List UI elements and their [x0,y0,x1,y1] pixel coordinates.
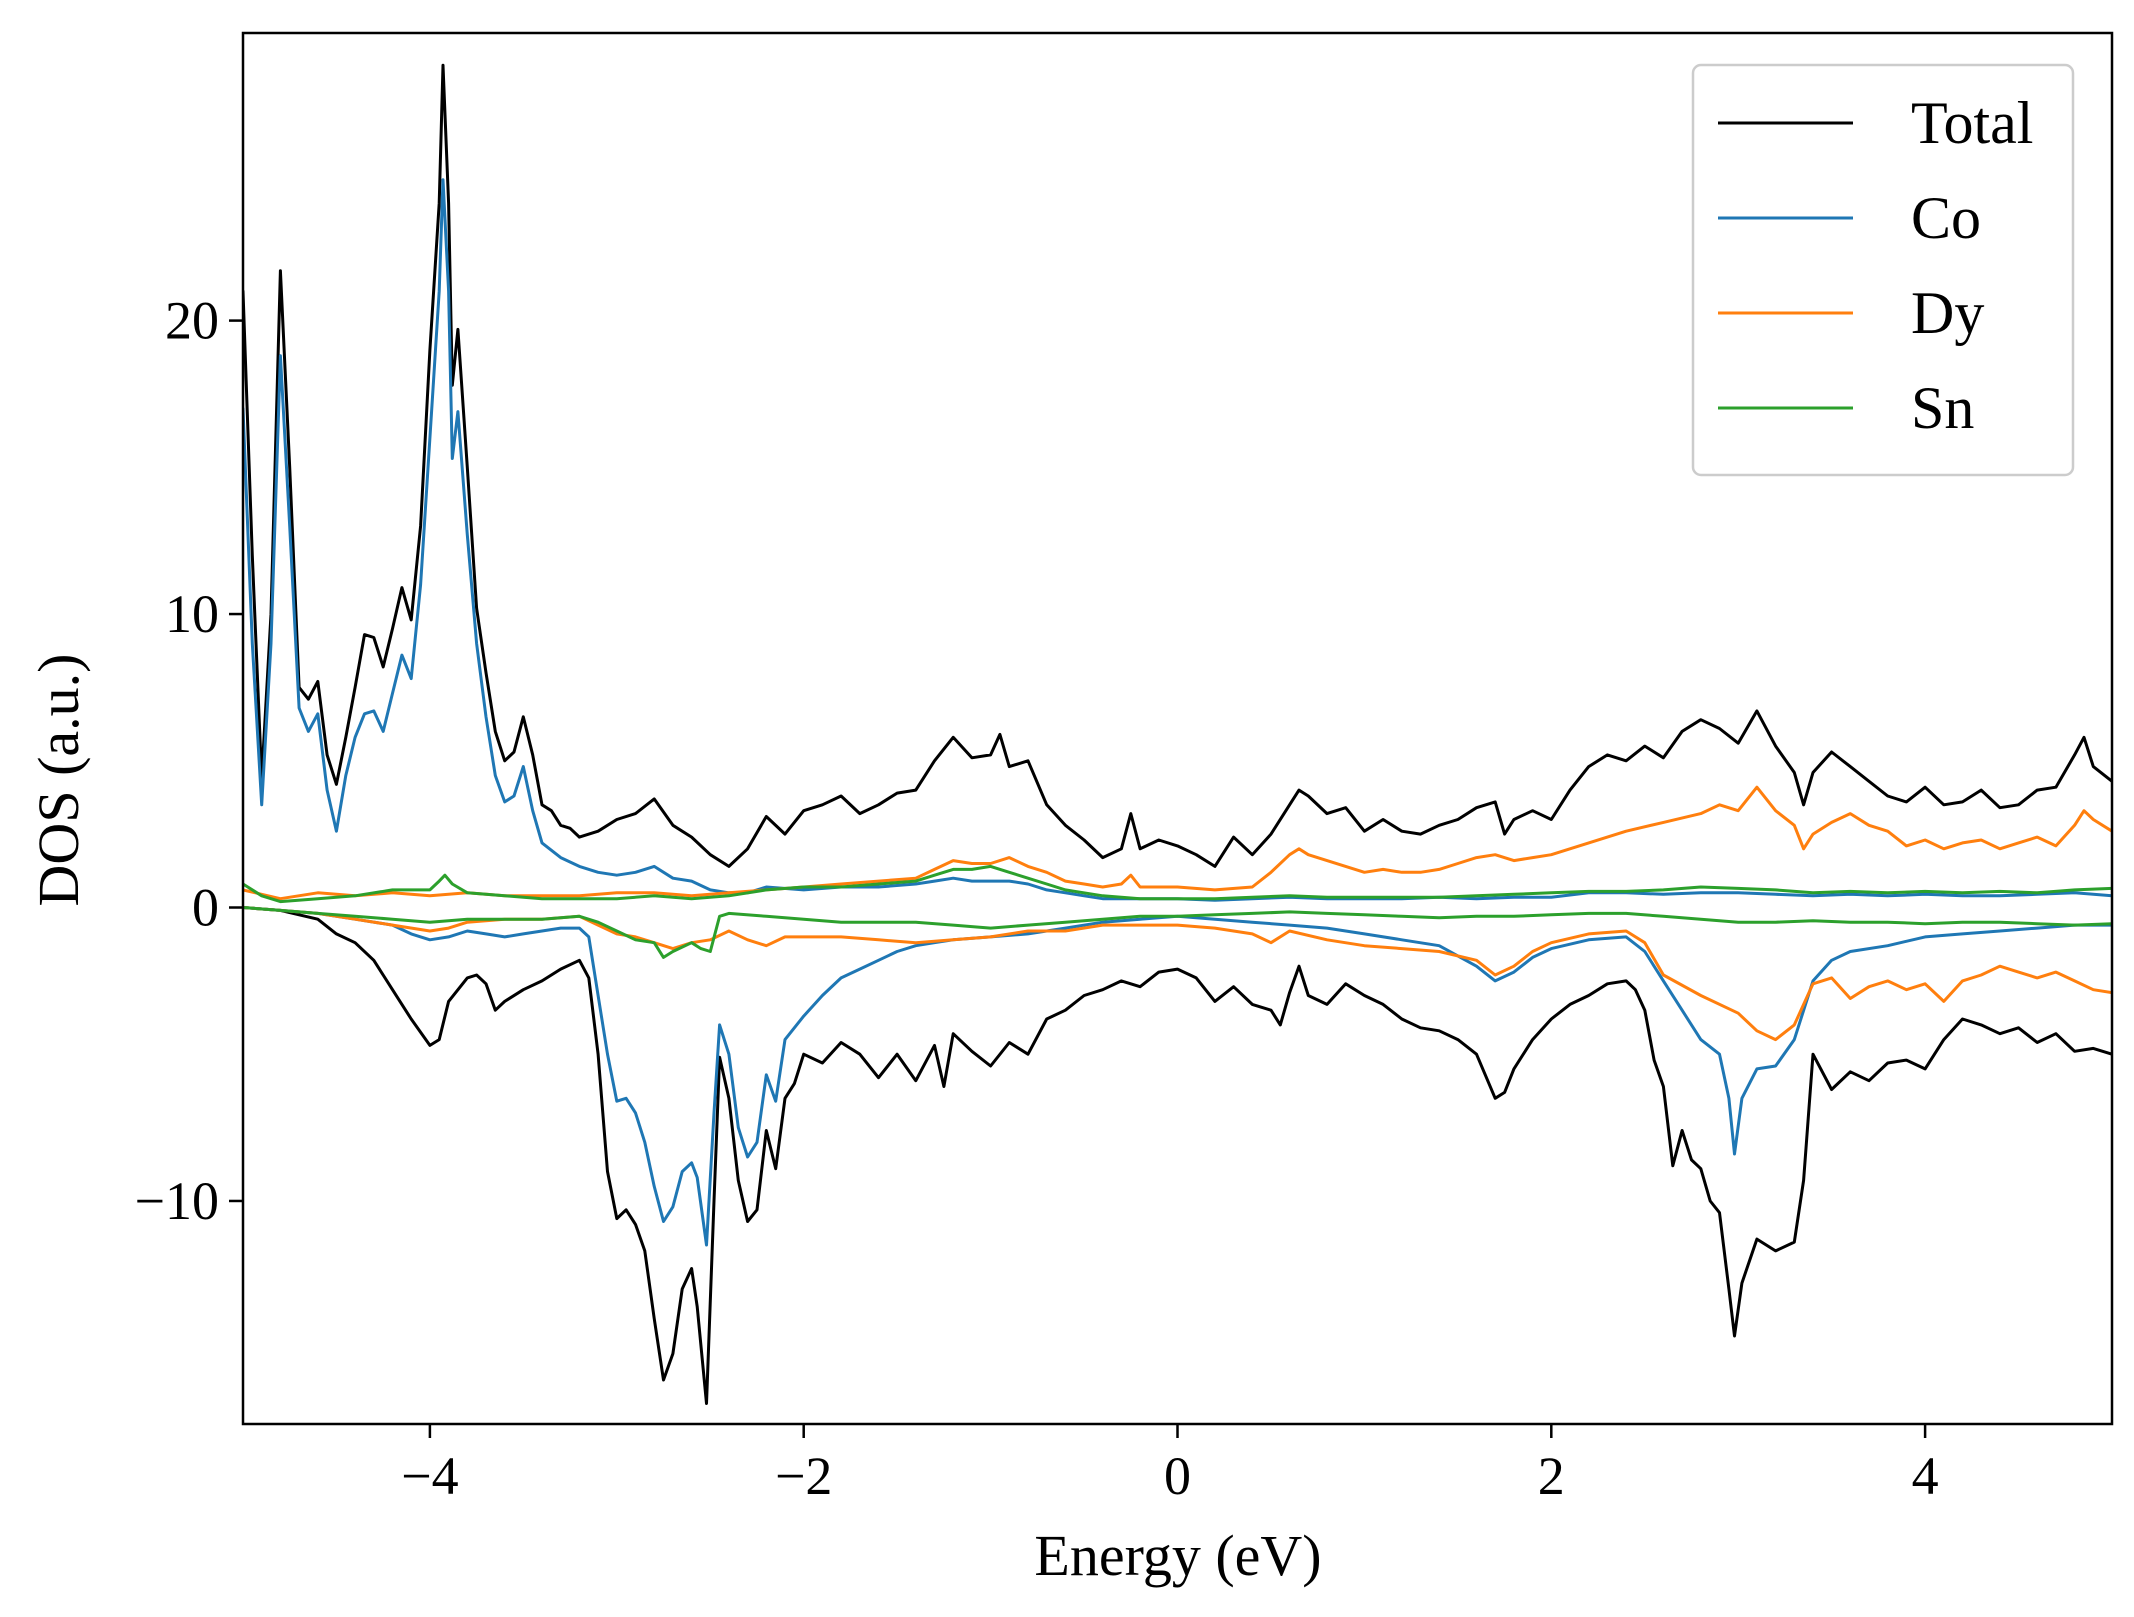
x-tick-label: 4 [1912,1446,1939,1506]
series-layer [243,63,2112,1405]
series-line-dy-up [243,785,2112,901]
legend-frame [1691,63,2075,477]
series-line-sn-up [243,864,2112,904]
y-tick-label: 10 [165,584,219,644]
legend-label-dy: Dy [1911,280,1984,346]
series-line-total-down [243,906,2112,1405]
series-line-co-up [243,178,2112,902]
legend-label-total: Total [1911,90,2033,156]
legend-label-sn: Sn [1911,375,1974,441]
x-tick-label: −2 [775,1446,832,1506]
series-line-total-up [243,63,2112,868]
legend: Total Co Dy Sn [1691,63,2075,477]
series-line-dy-down [243,906,2112,1042]
y-tick-label: −10 [135,1171,219,1231]
x-tick-label: 2 [1538,1446,1565,1506]
ticks-layer: −4 −2 0 2 4 −10 0 10 20 [135,31,2114,1506]
series-line-sn-down [243,906,2112,959]
x-tick-label: 0 [1164,1446,1191,1506]
x-axis-label: Energy (eV) [1034,1523,1321,1588]
y-axis-label: DOS (a.u.) [26,654,91,907]
series-line-co-down [243,906,2112,1247]
x-tick-label: −4 [401,1446,458,1506]
legend-label-co: Co [1911,185,1981,251]
y-tick-label: 0 [192,878,219,938]
y-tick-label: 20 [165,291,219,351]
